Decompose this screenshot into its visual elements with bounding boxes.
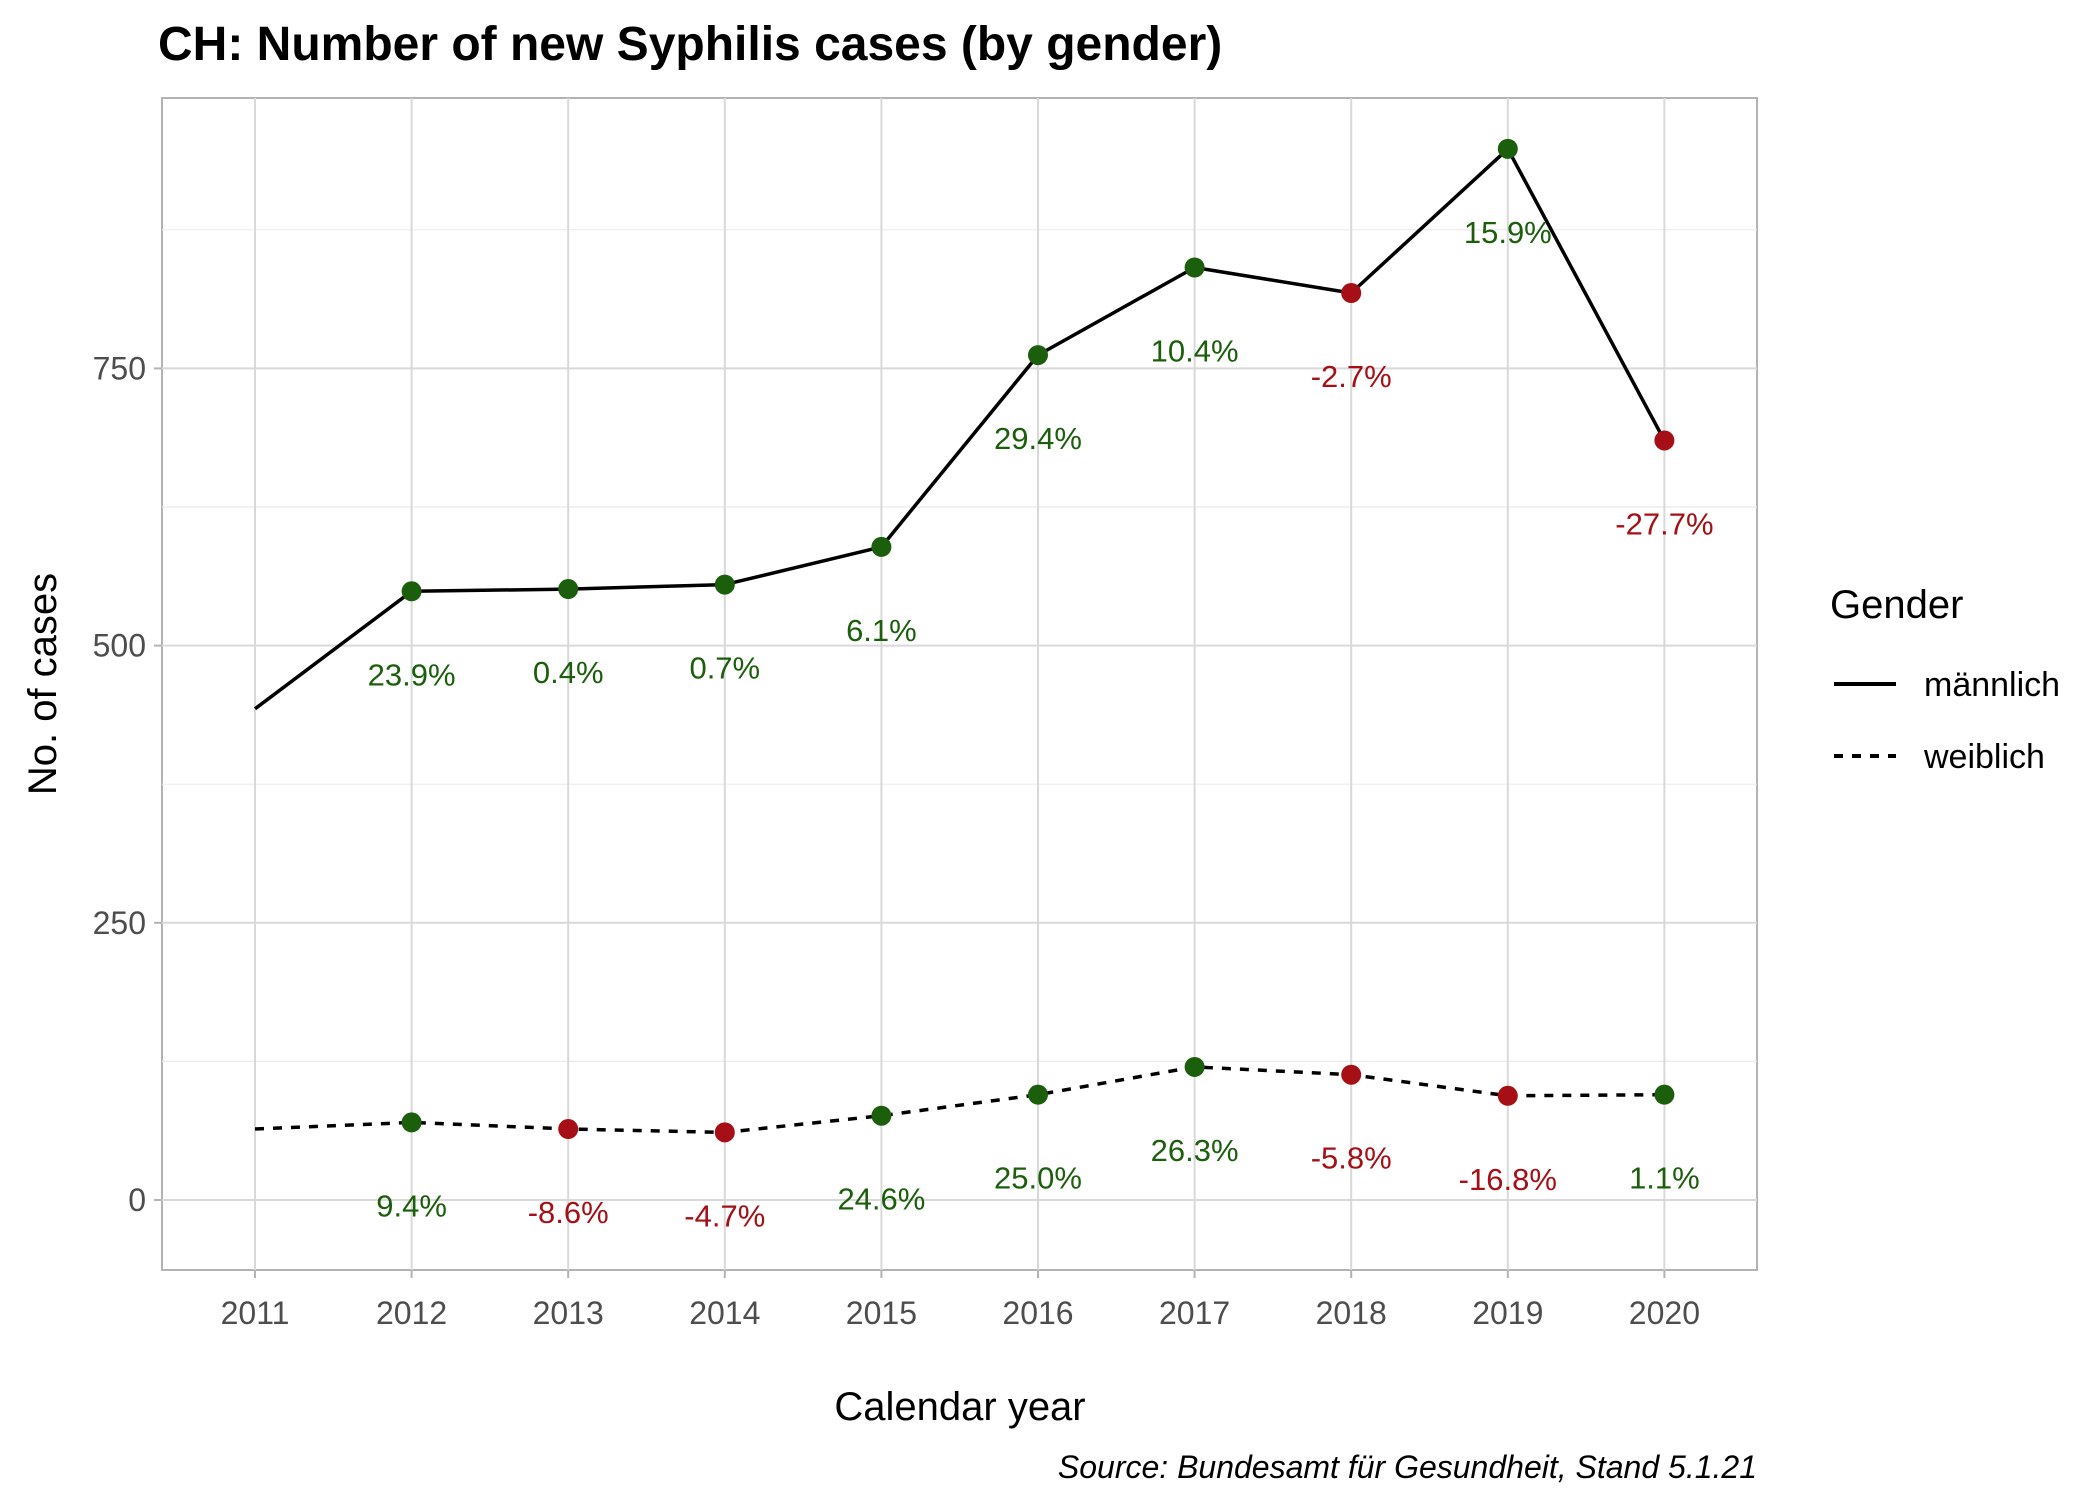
- y-axis-title: No. of cases: [21, 573, 65, 795]
- series-lines: [253, 147, 1666, 1135]
- x-tick-label: 2019: [1472, 1295, 1543, 1331]
- y-tick-label: 0: [128, 1182, 146, 1218]
- x-tick-label: 2017: [1159, 1295, 1230, 1331]
- data-point: [714, 1122, 735, 1143]
- data-point: [401, 1112, 422, 1133]
- x-tick-label: 2015: [846, 1295, 917, 1331]
- data-point: [871, 1105, 892, 1126]
- x-tick-label: 2016: [1002, 1295, 1073, 1331]
- data-point: [1654, 430, 1675, 451]
- data-point: [1028, 345, 1048, 366]
- data-point: [558, 1119, 579, 1140]
- data-point: [1028, 1084, 1048, 1105]
- legend-label-weiblich: weiblich: [1923, 738, 2045, 776]
- data-point: [1184, 257, 1205, 278]
- data-point: [558, 579, 579, 600]
- change-label: 0.4%: [533, 655, 604, 690]
- series-line-weiblich: [254, 1065, 1665, 1135]
- y-tick-label: 500: [93, 628, 146, 664]
- x-tick-label: 2020: [1629, 1295, 1700, 1331]
- data-point: [871, 536, 892, 557]
- change-label: 23.9%: [368, 657, 456, 692]
- y-tick-label: 750: [93, 350, 146, 386]
- data-point: [1184, 1056, 1205, 1077]
- x-tick-label: 2011: [221, 1295, 290, 1331]
- change-label: 9.4%: [376, 1188, 447, 1223]
- change-label: 0.7%: [689, 651, 760, 686]
- x-axis-title: Calendar year: [834, 1385, 1085, 1429]
- data-point: [1497, 138, 1518, 159]
- data-point: [1497, 1085, 1518, 1106]
- change-label: -27.7%: [1615, 506, 1713, 541]
- data-point: [1654, 1084, 1675, 1105]
- y-tick-label: 250: [93, 905, 146, 941]
- change-label: 6.1%: [846, 613, 917, 648]
- change-label: 1.1%: [1629, 1161, 1700, 1196]
- change-labels: 23.9% 0.4% 0.7% 6.1% 29.4% 10.4% -2.7% 15.9% -27…: [368, 215, 1714, 1234]
- change-label: -8.6%: [528, 1195, 609, 1230]
- x-tick-label: 2018: [1316, 1295, 1387, 1331]
- x-tick-label: 2013: [533, 1295, 604, 1331]
- data-point: [714, 574, 735, 595]
- caption: Source: Bundesamt für Gesundheit, Stand …: [1058, 1449, 1757, 1485]
- change-label: -16.8%: [1459, 1162, 1557, 1197]
- data-point: [1341, 1064, 1362, 1085]
- data-points: [401, 138, 1675, 1143]
- y-axis-ticks: 0 250 500 750: [93, 350, 162, 1218]
- change-label: -4.7%: [684, 1198, 765, 1233]
- change-label: 29.4%: [994, 421, 1082, 456]
- grid-minor: [162, 229, 1757, 1063]
- plot-panel: [161, 97, 1758, 1271]
- change-label: 25.0%: [994, 1161, 1082, 1196]
- x-tick-label: 2012: [376, 1295, 447, 1331]
- grid-major: [162, 98, 1757, 1270]
- change-label: 15.9%: [1464, 215, 1552, 250]
- legend-title: Gender: [1830, 583, 1963, 627]
- series-line-maennlich: [253, 147, 1666, 711]
- x-tick-label: 2014: [689, 1295, 760, 1331]
- chart-title: CH: Number of new Syphilis cases (by gen…: [158, 18, 1222, 71]
- change-label: -2.7%: [1311, 359, 1392, 394]
- data-point: [401, 581, 422, 602]
- change-label: -5.8%: [1311, 1141, 1392, 1176]
- legend-label-maennlich: männlich: [1924, 666, 2060, 704]
- change-label: 10.4%: [1151, 333, 1239, 368]
- data-point: [1341, 283, 1362, 304]
- x-axis-ticks: 2011 2012 2013 2014 2015 2016 2017 2018 2019 2020: [221, 1270, 1700, 1331]
- change-label: 24.6%: [837, 1182, 925, 1217]
- legend: Gender männlich weiblich: [1830, 583, 2060, 776]
- change-label: 26.3%: [1151, 1133, 1239, 1168]
